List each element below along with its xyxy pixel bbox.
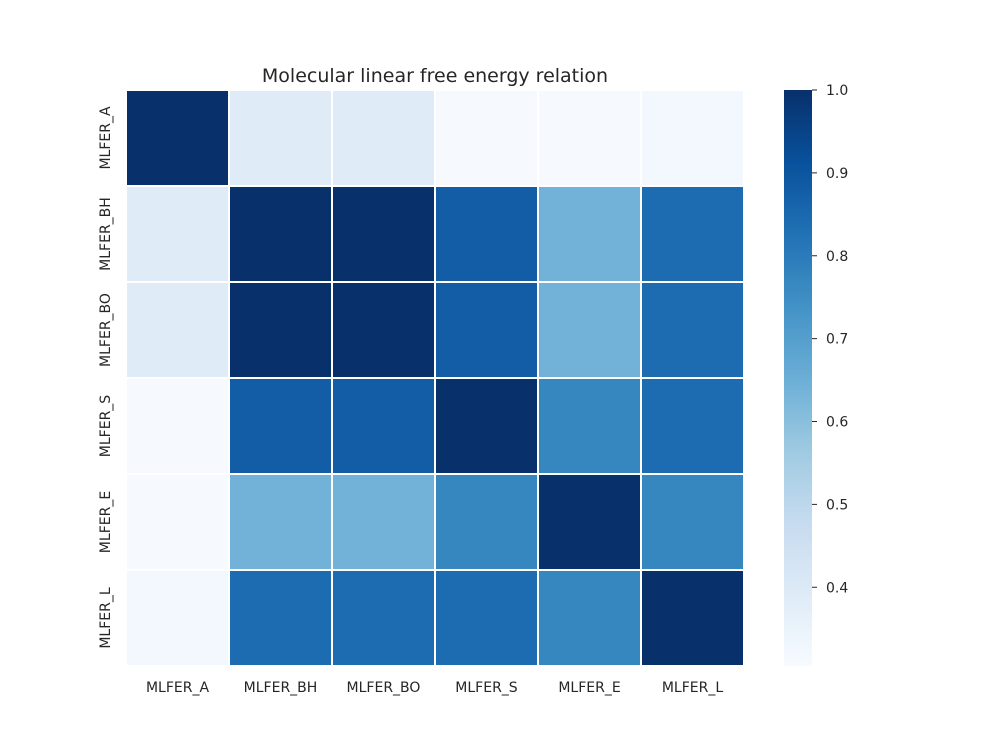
- x-axis-ticks: MLFER_A MLFER_BH MLFER_BO MLFER_S MLFER_E MLF…: [146, 680, 723, 696]
- heatmap-cell-mlfer_e-mlfer_bo: [331, 473, 436, 571]
- heatmap-cell-mlfer_s-mlfer_e: [537, 377, 642, 475]
- heatmap-cell-mlfer_bo-mlfer_a: [125, 281, 230, 379]
- heatmap-cell-mlfer_bh-mlfer_s: [434, 185, 539, 283]
- heatmap-cell-mlfer_bh-mlfer_bo: [331, 185, 436, 283]
- y-tick-label: MLFER_E: [98, 491, 114, 553]
- heatmap-cell-mlfer_bh-mlfer_a: [125, 185, 230, 283]
- x-tick-label: MLFER_BH: [244, 680, 318, 696]
- colorbar-tick-label: 0.9: [826, 166, 848, 182]
- heatmap-cell-mlfer_e-mlfer_a: [125, 473, 230, 571]
- heatmap-cell-mlfer_s-mlfer_bo: [331, 377, 436, 475]
- colorbar-tick-label: 0.8: [826, 249, 848, 265]
- heatmap-cell-mlfer_bo-mlfer_e: [537, 281, 642, 379]
- heatmap-cell-mlfer_bo-mlfer_bh: [228, 281, 333, 379]
- heatmap-cell-mlfer_l-mlfer_a: [125, 569, 230, 667]
- heatmap-cell-mlfer_e-mlfer_bh: [228, 473, 333, 571]
- colorbar-tick-label: 0.4: [826, 580, 848, 596]
- heatmap-cell-mlfer_l-mlfer_s: [434, 569, 539, 667]
- heatmap-cell-mlfer_s-mlfer_l: [640, 377, 745, 475]
- heatmap-cell-mlfer_bo-mlfer_s: [434, 281, 539, 379]
- heatmap-cell-mlfer_a-mlfer_bo: [331, 89, 436, 187]
- x-tick-label: MLFER_S: [455, 680, 518, 696]
- colorbar-tick-label: 0.5: [826, 497, 848, 513]
- colorbar-tick-label: 0.7: [826, 332, 848, 348]
- y-tick-label: MLFER_A: [98, 106, 114, 170]
- heatmap-cells: [125, 89, 745, 667]
- heatmap-cell-mlfer_l-mlfer_e: [537, 569, 642, 667]
- heatmap-cell-mlfer_a-mlfer_e: [537, 89, 642, 187]
- colorbar-ticks: 0.4 0.5 0.6 0.7 0.8 0.9 1.0: [812, 83, 848, 596]
- y-tick-label: MLFER_S: [98, 395, 114, 458]
- heatmap-cell-mlfer_a-mlfer_l: [640, 89, 745, 187]
- x-tick-label: MLFER_A: [146, 680, 210, 696]
- heatmap-cell-mlfer_s-mlfer_s: [434, 377, 539, 475]
- x-tick-label: MLFER_E: [558, 680, 620, 696]
- heatmap-cell-mlfer_e-mlfer_s: [434, 473, 539, 571]
- heatmap-cell-mlfer_bo-mlfer_l: [640, 281, 745, 379]
- heatmap-cell-mlfer_s-mlfer_bh: [228, 377, 333, 475]
- y-tick-label: MLFER_BH: [98, 197, 114, 271]
- chart-title: Molecular linear free energy relation: [262, 65, 608, 87]
- heatmap-cell-mlfer_e-mlfer_l: [640, 473, 745, 571]
- heatmap-cell-mlfer_bh-mlfer_l: [640, 185, 745, 283]
- colorbar-tick-label: 1.0: [826, 83, 848, 99]
- heatmap-cell-mlfer_a-mlfer_s: [434, 89, 539, 187]
- colorbar-tick-label: 0.6: [826, 415, 848, 431]
- heatmap-cell-mlfer_bo-mlfer_bo: [331, 281, 436, 379]
- heatmap-cell-mlfer_e-mlfer_e: [537, 473, 642, 571]
- heatmap-cell-mlfer_l-mlfer_bo: [331, 569, 436, 667]
- x-tick-label: MLFER_BO: [347, 680, 421, 696]
- y-tick-label: MLFER_L: [98, 587, 114, 649]
- heatmap-cell-mlfer_a-mlfer_a: [125, 89, 230, 187]
- heatmap-cell-mlfer_s-mlfer_a: [125, 377, 230, 475]
- heatmap-cell-mlfer_l-mlfer_bh: [228, 569, 333, 667]
- heatmap-cell-mlfer_a-mlfer_bh: [228, 89, 333, 187]
- heatmap-cell-mlfer_bh-mlfer_e: [537, 185, 642, 283]
- y-tick-label: MLFER_BO: [98, 293, 114, 367]
- y-axis-ticks: MLFER_A MLFER_BH MLFER_BO MLFER_S MLFER_E MLF…: [98, 106, 114, 649]
- colorbar: [784, 90, 812, 666]
- heatmap-cell-mlfer_bh-mlfer_bh: [228, 185, 333, 283]
- x-tick-label: MLFER_L: [662, 680, 724, 696]
- heatmap-cell-mlfer_l-mlfer_l: [640, 569, 745, 667]
